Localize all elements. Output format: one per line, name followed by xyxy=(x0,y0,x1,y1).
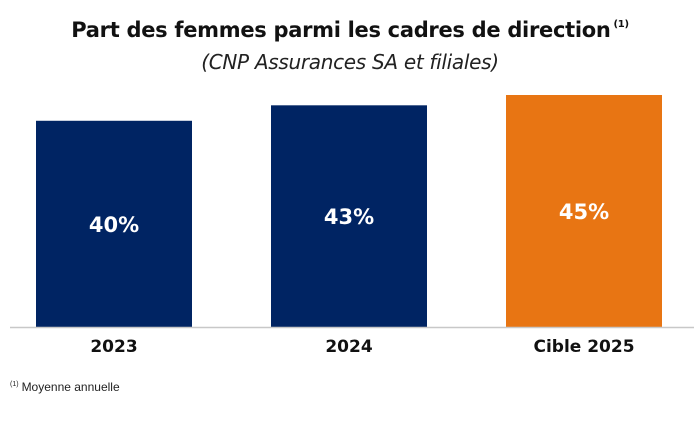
data-label: 43% xyxy=(324,205,374,229)
chart-title: Part des femmes parmi les cadres de dire… xyxy=(0,18,700,42)
data-label: 45% xyxy=(559,200,609,224)
data-label: 40% xyxy=(89,213,139,237)
chart-title-text: Part des femmes parmi les cadres de dire… xyxy=(71,18,611,42)
x-tick-label: 2023 xyxy=(90,337,137,357)
title-footnote-marker: (1) xyxy=(613,19,630,30)
bar-cible-2025 xyxy=(506,95,662,327)
x-tick-label: Cible 2025 xyxy=(533,337,634,357)
bar-2023 xyxy=(36,120,192,328)
chart-subtitle: (CNP Assurances SA et filiales) xyxy=(201,50,499,74)
x-tick-label: 2024 xyxy=(325,337,372,357)
footnote: (1) Moyenne annuelle xyxy=(10,380,120,394)
x-tick-labels: 2023 2024 Cible 2025 xyxy=(90,337,634,357)
footnote-text: Moyenne annuelle xyxy=(21,380,120,394)
bar-2024 xyxy=(271,105,427,327)
bars-group: 40% 43% 45% xyxy=(36,95,662,328)
footnote-marker: (1) xyxy=(10,381,19,388)
